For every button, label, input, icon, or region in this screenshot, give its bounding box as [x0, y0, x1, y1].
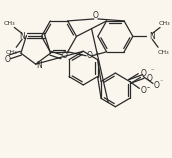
- Text: CH₃: CH₃: [159, 21, 171, 26]
- Text: CH₃: CH₃: [4, 21, 15, 26]
- Text: O: O: [146, 74, 152, 83]
- Text: O: O: [93, 12, 99, 21]
- Text: N: N: [37, 61, 42, 70]
- Text: ⁻: ⁻: [150, 69, 154, 75]
- Text: N: N: [19, 32, 25, 41]
- Text: CH₃: CH₃: [157, 50, 169, 55]
- Text: -: -: [147, 83, 150, 92]
- Text: CH₃: CH₃: [6, 50, 17, 55]
- Text: O: O: [140, 86, 146, 95]
- Text: ⁻: ⁻: [159, 80, 162, 85]
- Text: O: O: [154, 81, 160, 90]
- Text: +: +: [94, 51, 100, 56]
- Text: O: O: [5, 55, 11, 64]
- Text: O: O: [62, 51, 67, 60]
- Text: O: O: [140, 69, 146, 78]
- Text: N: N: [149, 32, 155, 41]
- Text: O: O: [86, 51, 92, 60]
